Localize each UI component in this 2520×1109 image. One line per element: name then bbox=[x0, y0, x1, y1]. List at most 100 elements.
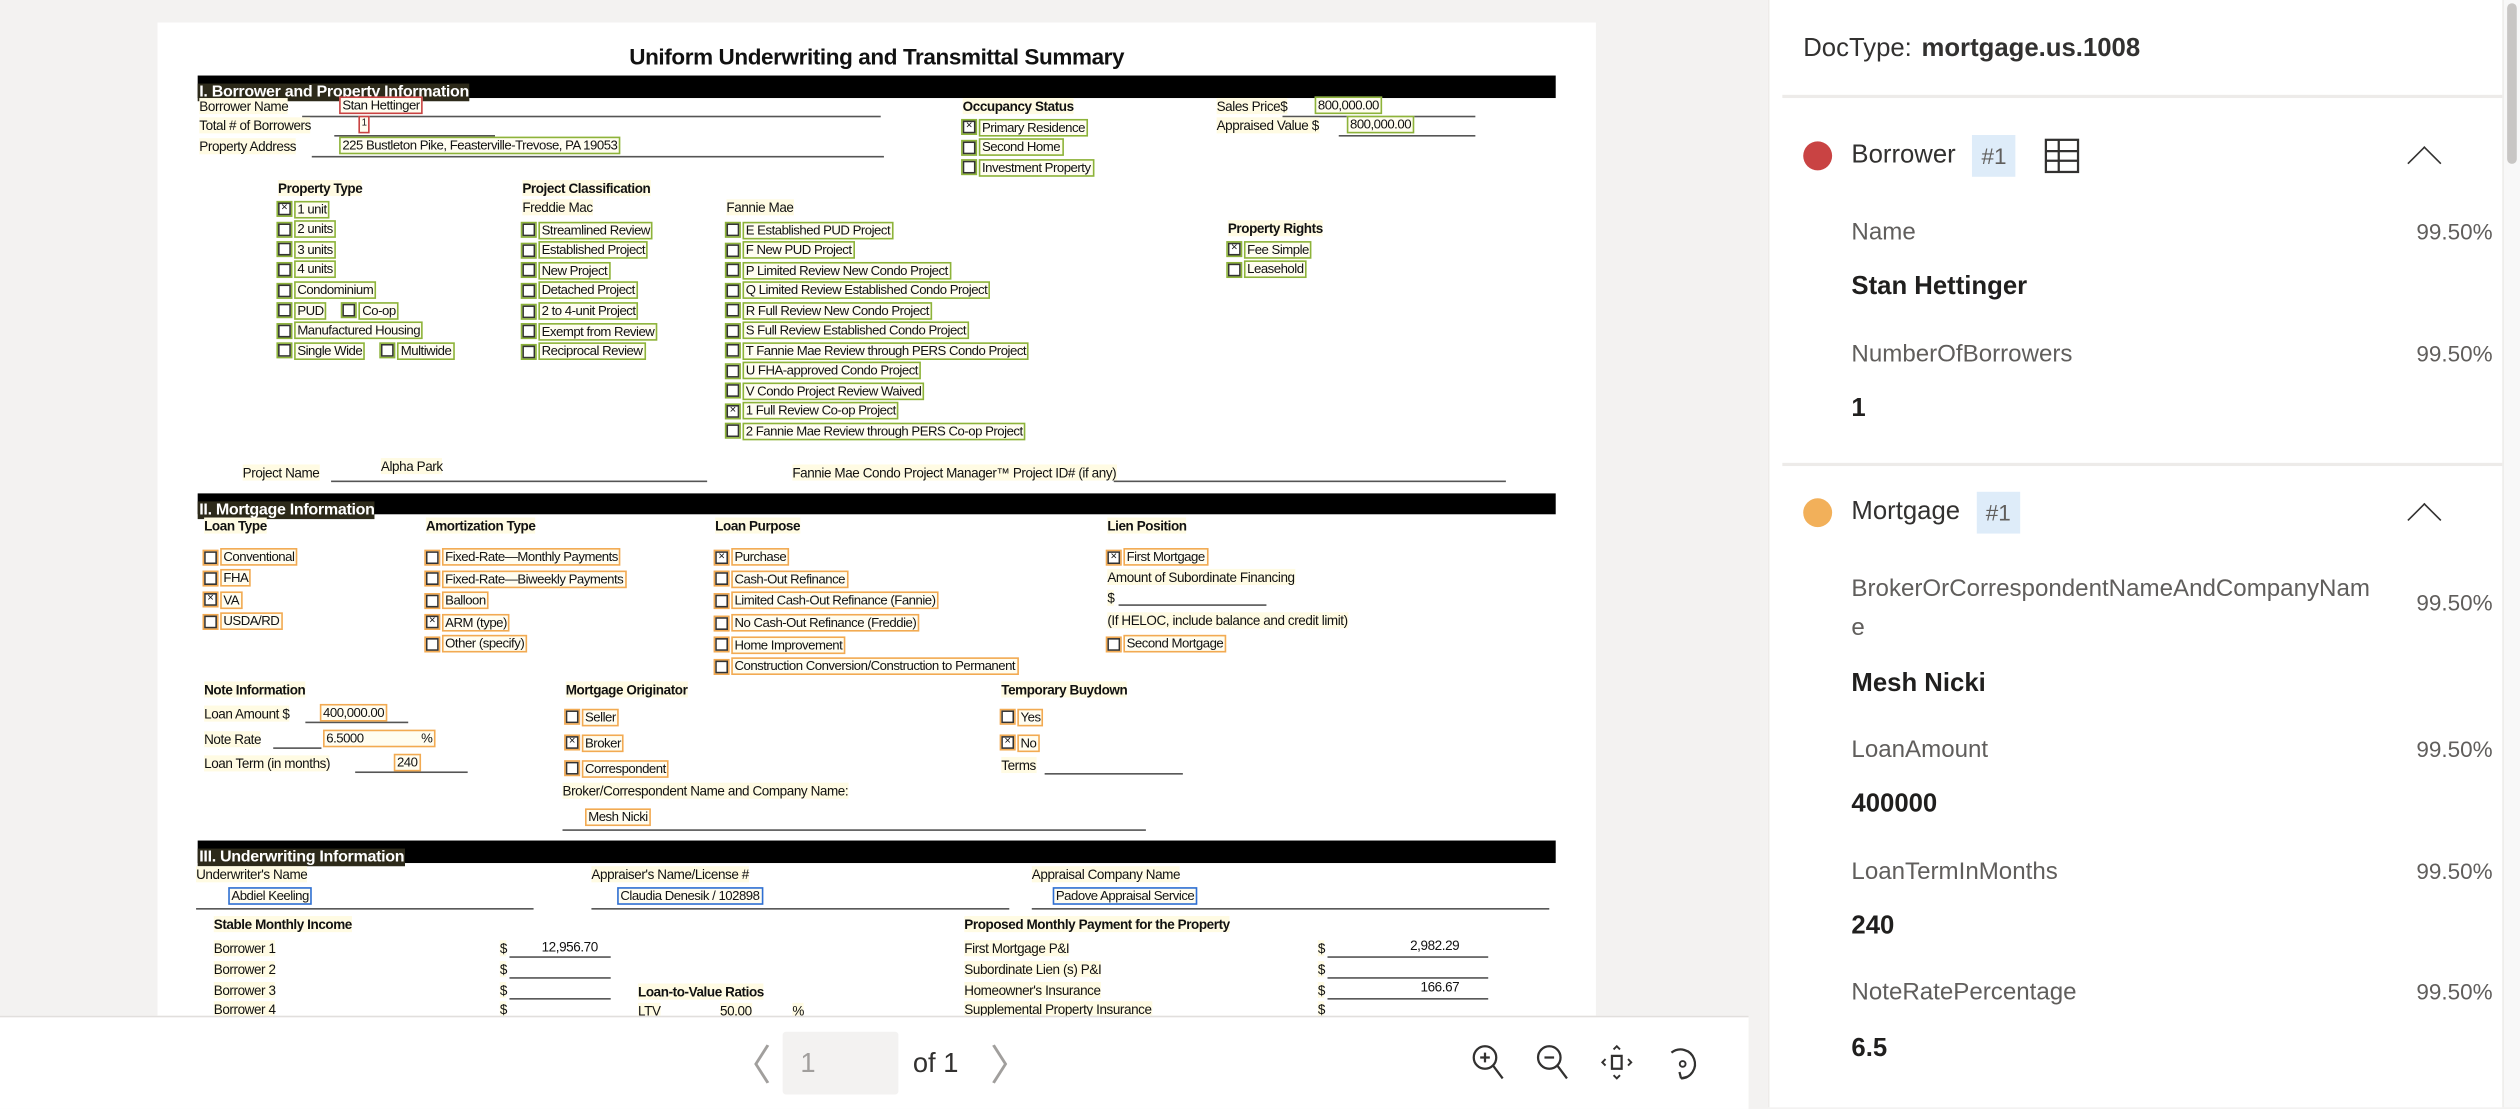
checkbox-item[interactable]: 2 Fannie Mae Review through PERS Co-op P… bbox=[724, 421, 1029, 441]
checkbox-item[interactable]: 4 units bbox=[276, 260, 455, 280]
broker-name-field[interactable]: Mesh Nicki bbox=[584, 808, 651, 827]
checkbox-icon[interactable] bbox=[276, 282, 293, 299]
checkbox-item[interactable]: × Purchase bbox=[713, 546, 1018, 568]
checkbox-icon[interactable] bbox=[564, 708, 581, 725]
checkbox-icon[interactable] bbox=[520, 262, 537, 279]
checkbox-item[interactable]: Second Home bbox=[961, 138, 1094, 158]
checkbox-icon[interactable] bbox=[520, 323, 537, 340]
checkbox-icon[interactable] bbox=[1105, 636, 1122, 653]
checkbox-item[interactable]: Established Project bbox=[520, 240, 657, 260]
checkbox-item[interactable]: Seller bbox=[564, 704, 669, 730]
field-value[interactable]: 240 bbox=[1851, 912, 1895, 941]
checkbox-item[interactable]: Yes bbox=[999, 704, 1044, 730]
checkbox-icon[interactable] bbox=[276, 261, 293, 278]
checkbox-icon[interactable] bbox=[724, 362, 741, 379]
checked-checkbox-icon[interactable]: × bbox=[564, 734, 581, 751]
checkbox-item[interactable]: USDA/RD bbox=[202, 611, 298, 632]
checkbox-item[interactable]: × Primary Residence bbox=[961, 117, 1094, 137]
field-value[interactable]: 6.5 bbox=[1851, 1034, 1888, 1063]
checkbox-item[interactable]: Cash-Out Refinance bbox=[713, 568, 1018, 590]
borrower-name-field[interactable]: Stan Hettinger bbox=[339, 96, 423, 115]
checkbox-item[interactable]: × No bbox=[999, 730, 1044, 756]
checkbox-icon[interactable] bbox=[520, 222, 537, 239]
checkbox-item[interactable]: × First Mortgage bbox=[1105, 546, 1208, 568]
fit-page-icon[interactable] bbox=[1597, 1043, 1636, 1082]
checkbox-icon[interactable] bbox=[724, 423, 741, 440]
borrower-entity-header[interactable]: Borrower #1 bbox=[1803, 134, 2080, 177]
scrollbar-thumb[interactable] bbox=[2507, 3, 2517, 164]
checked-checkbox-icon[interactable]: × bbox=[424, 614, 441, 631]
checkbox-item[interactable]: Fixed-Rate—Monthly Payments bbox=[424, 546, 627, 568]
field-value[interactable]: Stan Hettinger bbox=[1851, 273, 2028, 301]
checkbox-icon[interactable] bbox=[724, 262, 741, 279]
checkbox-icon[interactable] bbox=[961, 139, 978, 156]
checkbox-icon[interactable] bbox=[520, 343, 537, 360]
checkbox-item[interactable]: Investment Property bbox=[961, 158, 1094, 178]
checkbox-item[interactable]: × ARM (type) bbox=[424, 612, 627, 634]
checkbox-item[interactable]: Second Mortgage bbox=[1105, 633, 1227, 655]
checkbox-icon[interactable] bbox=[713, 571, 730, 588]
checkbox-item[interactable]: S Full Review Established Condo Project bbox=[724, 321, 1029, 341]
checkbox-item[interactable]: T Fannie Mae Review through PERS Condo P… bbox=[724, 341, 1030, 361]
checkbox-item[interactable]: Manufactured Housing bbox=[276, 320, 455, 340]
checkbox-icon[interactable] bbox=[999, 708, 1016, 725]
checkbox-icon[interactable] bbox=[724, 382, 741, 399]
checkbox-item[interactable]: PUD Co-op bbox=[276, 300, 455, 320]
checkbox-item[interactable]: R Full Review New Condo Project bbox=[724, 301, 1029, 321]
chevron-left-icon[interactable]: 〈 bbox=[729, 1041, 772, 1090]
checkbox-icon[interactable] bbox=[724, 222, 741, 239]
checkbox-icon[interactable] bbox=[713, 636, 730, 653]
table-icon[interactable] bbox=[2045, 138, 2080, 174]
mortgage-entity-header[interactable]: Mortgage #1 bbox=[1803, 491, 2021, 534]
checkbox-icon[interactable] bbox=[202, 549, 219, 566]
checked-checkbox-icon[interactable]: × bbox=[961, 119, 978, 136]
checkbox-item[interactable]: U FHA-approved Condo Project bbox=[724, 361, 1029, 381]
appraisal-company-field[interactable]: Padove Appraisal Service bbox=[1052, 887, 1198, 905]
checkbox-icon[interactable] bbox=[713, 593, 730, 610]
field-value[interactable]: Mesh Nicki bbox=[1851, 670, 1986, 698]
checkbox-item[interactable]: Balloon bbox=[424, 590, 627, 612]
checkbox-icon[interactable] bbox=[424, 549, 441, 566]
checkbox-icon[interactable] bbox=[520, 282, 537, 299]
checkbox-item[interactable]: Correspondent bbox=[564, 755, 669, 781]
checkbox-item[interactable]: Leasehold bbox=[1226, 260, 1312, 280]
checkbox-icon[interactable] bbox=[424, 570, 441, 588]
loan-amount-field[interactable]: 400,000.00 bbox=[319, 703, 388, 722]
checked-checkbox-icon[interactable]: × bbox=[1105, 549, 1122, 566]
checkbox-item[interactable]: Fixed-Rate—Biweekly Payments bbox=[424, 568, 627, 590]
zoom-out-icon[interactable] bbox=[1533, 1043, 1572, 1082]
zoom-in-icon[interactable] bbox=[1469, 1043, 1508, 1082]
checkbox-item[interactable]: Home Improvement bbox=[713, 634, 1018, 656]
underwriter-field[interactable]: Abdiel Keeling bbox=[228, 887, 313, 905]
checkbox-icon[interactable] bbox=[724, 242, 741, 259]
checkbox-item[interactable]: E Established PUD Project bbox=[724, 220, 1029, 240]
checkbox-icon[interactable] bbox=[1226, 261, 1243, 278]
checkbox-icon[interactable] bbox=[424, 592, 441, 609]
checkbox-icon[interactable] bbox=[276, 302, 293, 319]
checkbox-item[interactable]: Construction Conversion/Construction to … bbox=[713, 656, 1019, 678]
checkbox-icon[interactable] bbox=[276, 221, 293, 238]
checkbox-item[interactable]: × Fee Simple bbox=[1226, 239, 1313, 259]
checkbox-item[interactable]: 2 to 4-unit Project bbox=[520, 301, 657, 321]
checked-checkbox-icon[interactable]: × bbox=[724, 402, 741, 420]
checked-checkbox-icon[interactable]: × bbox=[1226, 241, 1243, 258]
checkbox-icon[interactable] bbox=[202, 570, 219, 587]
checkbox-icon[interactable] bbox=[713, 614, 730, 631]
checkbox-icon[interactable] bbox=[724, 342, 741, 359]
checkbox-icon[interactable] bbox=[424, 636, 441, 653]
checked-checkbox-icon[interactable]: × bbox=[713, 549, 730, 566]
checkbox-item[interactable]: Limited Cash-Out Refinance (Fannie) bbox=[713, 590, 1018, 612]
field-value[interactable]: 400000 bbox=[1851, 790, 1938, 819]
checkbox-icon[interactable] bbox=[724, 322, 741, 339]
checkbox-item[interactable]: Single Wide Multiwide bbox=[276, 341, 455, 361]
scrollbar[interactable] bbox=[2503, 0, 2520, 1108]
checkbox-item[interactable]: × 1 unit bbox=[276, 199, 455, 219]
checked-checkbox-icon[interactable]: × bbox=[999, 734, 1016, 751]
checkbox-item[interactable]: Exempt from Review bbox=[520, 321, 658, 341]
appraiser-field[interactable]: Claudia Denesik / 102898 bbox=[617, 887, 763, 905]
checkbox-item[interactable]: Q Limited Review Established Condo Proje… bbox=[724, 280, 1029, 300]
checkbox-icon[interactable] bbox=[520, 242, 537, 259]
property-address-field[interactable]: 225 Bustleton Pike, Feasterville-Trevose… bbox=[339, 136, 621, 155]
field-value[interactable]: 1 bbox=[1851, 395, 1866, 423]
rotate-icon[interactable] bbox=[1662, 1043, 1701, 1082]
